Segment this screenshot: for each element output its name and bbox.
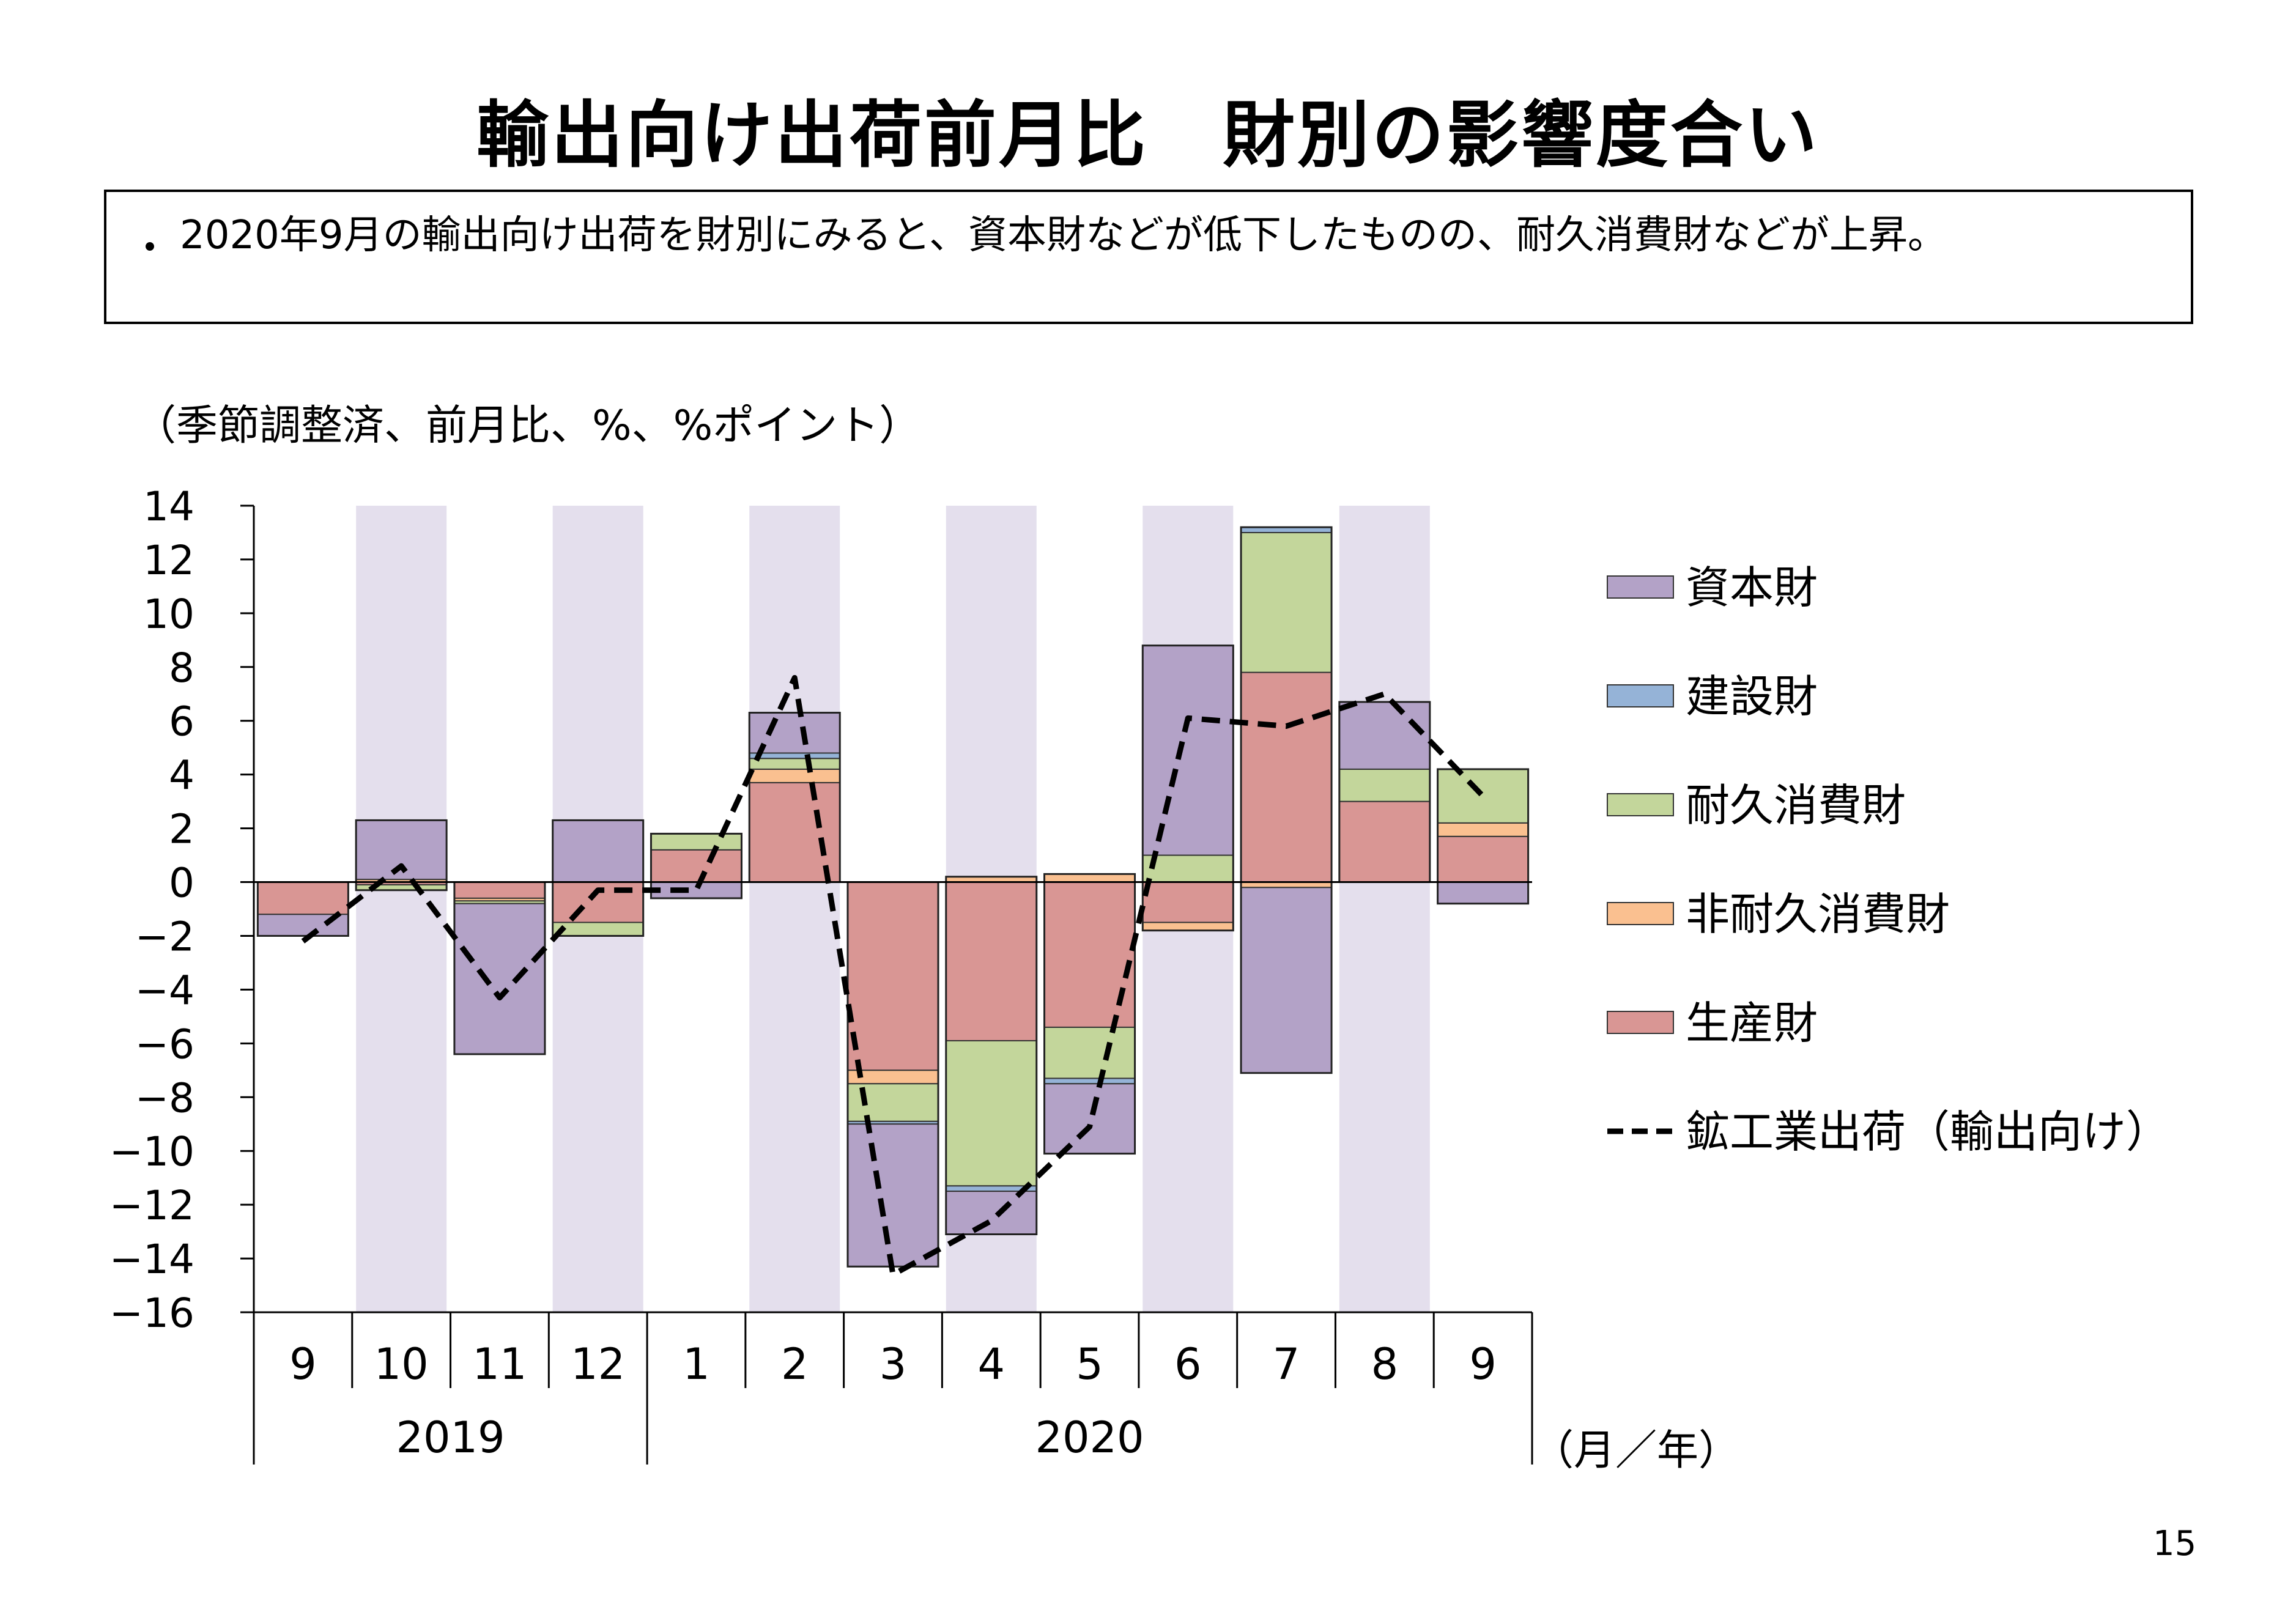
bar-segment	[847, 1123, 939, 1268]
legend-label: 資本財	[1686, 562, 1818, 613]
y-tick-label: 8	[169, 645, 194, 692]
legend-swatch	[1607, 684, 1674, 707]
legend-swatch	[1607, 1011, 1674, 1034]
year-label: 2019	[396, 1413, 505, 1463]
axes	[240, 504, 1533, 1465]
bar-segment	[749, 768, 841, 783]
bar-segment	[1240, 887, 1333, 1074]
shade-band	[749, 506, 840, 1312]
legend-label: 生産財	[1686, 997, 1818, 1049]
x-tick-label: 5	[1076, 1339, 1103, 1389]
page-title: 輸出向け出荷前月比 財別の影響度合い	[476, 93, 1820, 177]
summary-text: 2020年9月の輸出向け出荷を財別にみると、資本財などが低下したものの、耐久消費…	[180, 213, 1947, 258]
y-tick-label: −10	[109, 1128, 194, 1175]
bar-segment	[945, 881, 1037, 1041]
bar-segment	[257, 881, 349, 915]
legend-label: 建設財	[1686, 671, 1818, 722]
legend-swatch	[1607, 575, 1674, 599]
x-tick-label: 6	[1174, 1339, 1202, 1389]
bar-segment	[945, 1040, 1037, 1187]
legend-label: 非耐久消費財	[1686, 888, 1950, 940]
bar-segment	[1043, 1083, 1136, 1154]
legend-swatch	[1607, 902, 1674, 925]
bar-segment	[1240, 531, 1333, 673]
x-tick-label: 2	[781, 1339, 809, 1389]
bar-outline	[650, 832, 742, 900]
x-tick-label: 4	[977, 1339, 1005, 1389]
bar-outline	[355, 819, 448, 892]
bar-segment	[453, 903, 546, 1055]
bar-outline	[945, 876, 1038, 1235]
bar-segment	[1043, 1077, 1136, 1085]
y-tick-label: −6	[135, 1021, 194, 1068]
bar-segment	[749, 758, 841, 770]
bar-outline	[552, 819, 645, 937]
bar-segment	[650, 833, 742, 851]
x-tick-label: 8	[1371, 1339, 1399, 1389]
legend-swatch	[1607, 793, 1674, 816]
x-tick-label: 12	[571, 1339, 625, 1389]
bar-segment	[453, 881, 546, 899]
bar-outline	[1141, 645, 1234, 932]
y-tick-label: −2	[135, 913, 194, 960]
x-tick-label: 11	[472, 1339, 527, 1389]
y-tick-label: −8	[135, 1074, 194, 1121]
summary-box: ・ 2020年9月の輸出向け出荷を財別にみると、資本財などが低下したものの、耐久…	[104, 190, 2193, 324]
x-unit-label: （月／年）	[1532, 1427, 1740, 1475]
bar-segment	[749, 752, 841, 759]
bar-segment	[650, 849, 742, 883]
bar-segment	[552, 922, 644, 937]
unit-note: （季節調整済、前月比、%、%ポイント）	[135, 402, 921, 450]
y-tick-label: −16	[109, 1290, 194, 1337]
legend-label: 耐久消費財	[1686, 780, 1906, 831]
x-tick-label: 10	[374, 1339, 429, 1389]
bar-outline	[1043, 873, 1136, 1155]
y-tick-label: 0	[169, 860, 194, 907]
bar-segment	[1338, 800, 1431, 883]
bar-outline	[1437, 768, 1530, 905]
bar-segment	[1338, 701, 1431, 770]
bar-segment	[1338, 768, 1431, 802]
x-tick-label: 1	[683, 1339, 710, 1389]
bar-segment	[1142, 645, 1234, 856]
page-number: 15	[2153, 1524, 2197, 1564]
bar-segment	[552, 819, 644, 883]
bar-segment	[1043, 873, 1136, 883]
y-tick-label: −4	[135, 967, 194, 1014]
y-tick-label: −14	[109, 1236, 194, 1283]
bar-segment	[1437, 881, 1529, 904]
y-tick-label: 4	[169, 752, 194, 799]
bar-segment	[847, 881, 939, 1071]
x-tick-label: 9	[289, 1339, 317, 1389]
bar-segment	[1437, 822, 1529, 837]
y-tick-label: 12	[143, 537, 194, 584]
bar-segment	[1240, 671, 1333, 883]
year-label: 2020	[1035, 1413, 1144, 1463]
bars	[256, 526, 1530, 1268]
x-tick-label: 7	[1273, 1339, 1300, 1389]
shade-band	[1339, 506, 1430, 1312]
y-tick-label: −12	[109, 1182, 194, 1229]
bar-segment	[1142, 922, 1234, 931]
bar-segment	[1437, 768, 1529, 824]
legend-label: 鉱工業出荷（輸出向け）	[1686, 1106, 2170, 1158]
bar-segment	[1043, 1026, 1136, 1079]
line-industrial-shipments	[301, 674, 1485, 1277]
y-tick-label: 14	[143, 483, 194, 530]
bar-outline	[1240, 526, 1333, 1074]
y-tick-label: 6	[169, 698, 194, 745]
y-tick-label: 2	[169, 806, 194, 853]
bar-segment	[945, 1191, 1037, 1235]
x-tick-label: 9	[1469, 1339, 1497, 1389]
line-series	[301, 674, 1485, 1277]
bar-segment	[1142, 881, 1234, 923]
y-tick-label: 10	[143, 591, 194, 638]
summary-bullet: ・	[130, 224, 170, 272]
x-tick-label: 3	[880, 1339, 907, 1389]
bar-segment	[1437, 835, 1529, 883]
